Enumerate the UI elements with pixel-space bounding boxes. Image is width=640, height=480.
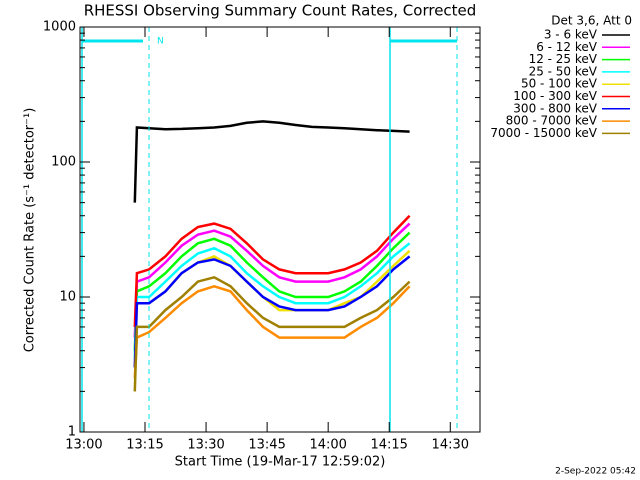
series-line [133,255,411,368]
x-tick-label: 14:30 [432,438,469,453]
legend-label: 3 - 6 keV [544,28,598,42]
plot-area [133,120,411,392]
legend-label: 50 - 100 keV [521,77,598,91]
x-tick-label: 13:30 [187,438,224,453]
series-line [133,120,410,203]
cyan-markers [81,27,458,432]
series-line [133,284,411,379]
y-tick-label: 1000 [43,20,76,35]
plot-frame [79,26,481,433]
series-line [133,242,411,359]
x-tick-label: 13:45 [248,438,285,453]
x-axis-title: Start Time (19-Mar-17 12:59:02) [175,455,386,470]
legend-label: 300 - 800 keV [513,101,597,115]
legend-title: Det 3,6, Att 0 [551,14,632,28]
legend-label: 6 - 12 keV [536,40,598,54]
series-line [133,231,411,351]
x-tick-label: 13:15 [126,438,163,453]
chart-title: RHESSI Observing Summary Count Rates, Co… [84,2,477,20]
series-line [133,222,411,338]
legend-label: 25 - 50 keV [529,64,598,78]
y-axis-title: Corrected Count Rate (s⁻¹ detector⁻¹) [23,108,38,353]
legend-label: 7000 - 15000 keV [490,126,597,140]
series-line [133,214,411,327]
x-tick-label: 14:00 [309,438,346,453]
x-tick-label: 14:15 [370,438,407,453]
legend-label: 100 - 300 keV [513,89,597,103]
x-tick-label: 13:00 [65,438,102,453]
series-line [133,275,411,392]
legend-label: 800 - 7000 keV [506,114,598,128]
y-tick-label: 10 [59,290,76,305]
y-tick-label: 100 [51,155,76,170]
footer: 2-Sep-2022 05:42 [555,467,636,477]
y-tick-label: 1 [68,425,76,440]
legend-label: 12 - 25 keV [529,52,598,66]
annotation: N [157,37,164,47]
